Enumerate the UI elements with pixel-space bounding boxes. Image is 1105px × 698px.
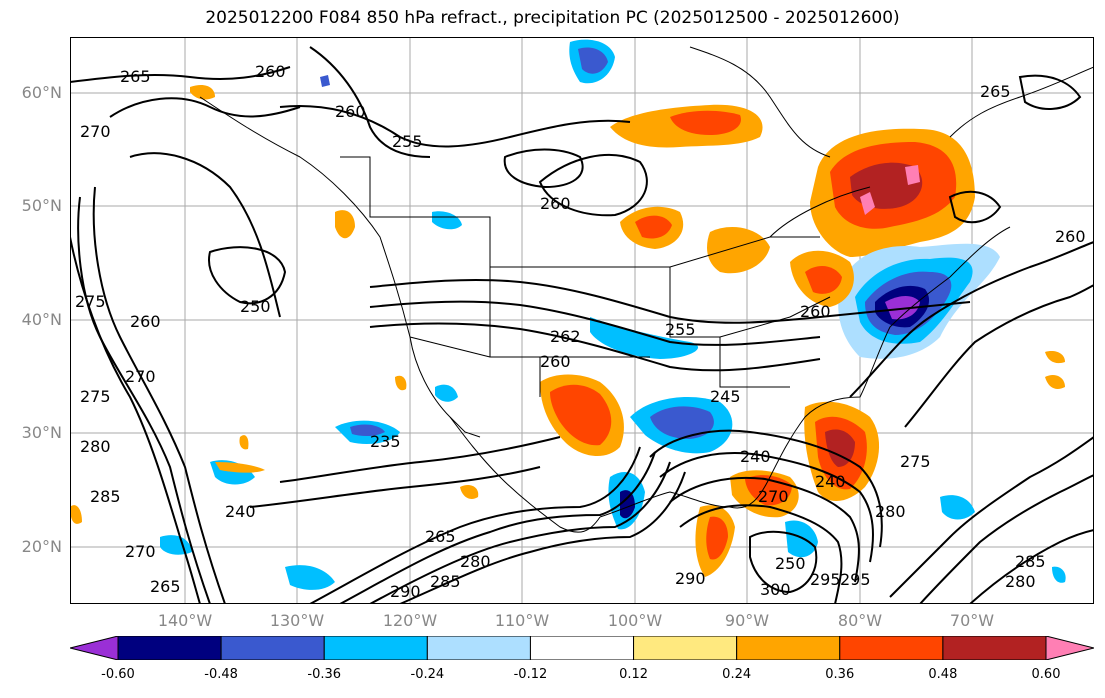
colorbar-segment [839, 636, 944, 660]
lon-label: 90°W [724, 611, 770, 630]
lon-label: 140°W [157, 611, 213, 630]
colorbar-segment [529, 636, 635, 660]
lon-label: 80°W [837, 611, 883, 630]
contour-label: 240 [225, 502, 256, 521]
colorbar-tick-label: -0.48 [204, 667, 238, 682]
contour-label: 260 [540, 194, 571, 213]
colorbar-tick-label: 0.60 [1031, 667, 1061, 682]
lat-label: 30°N [21, 423, 62, 442]
contour-label: 285 [90, 487, 121, 506]
contour-label: 285 [1015, 552, 1046, 571]
contour-label: 290 [675, 569, 706, 588]
contour-label: 262 [550, 327, 581, 346]
contour-label: 255 [665, 320, 696, 339]
colorbar-segment [323, 636, 428, 660]
contour-label: 270 [80, 122, 111, 141]
contour-label: 280 [80, 437, 111, 456]
colorbar-extend-high [1045, 636, 1094, 660]
contour-label: 235 [370, 432, 401, 451]
lat-label: 60°N [21, 83, 62, 102]
lat-label: 20°N [21, 537, 62, 556]
colorbar [70, 636, 1094, 660]
contour-label: 240 [815, 472, 846, 491]
map-plot-area: 265 260 260 270 255 260 250 260 265 255 … [70, 37, 1094, 604]
lat-label: 50°N [21, 196, 62, 215]
contour-label: 295 [810, 570, 841, 589]
colorbar-tick-label: 0.36 [825, 667, 855, 682]
colorbar-segment [942, 636, 1047, 660]
contour-label: 265 [150, 577, 181, 596]
contour-label: 265 [980, 82, 1011, 101]
contour-label-group: 265 260 260 270 255 260 250 260 265 255 … [75, 62, 1086, 601]
colorbar-tick-label: 0.24 [722, 667, 752, 682]
contour-label: 240 [740, 447, 771, 466]
contour-label: 270 [125, 367, 156, 386]
colorbar-segment [426, 636, 531, 660]
contour-label: 260 [1055, 227, 1086, 246]
colorbar-tick-label: -0.36 [307, 667, 342, 682]
colorbar-tick-label: -0.12 [513, 667, 548, 682]
contour-label: 260 [540, 352, 571, 371]
contour-label: 275 [900, 452, 931, 471]
colorbar-segment [736, 636, 841, 660]
lon-label: 70°W [949, 611, 995, 630]
contour-label: 245 [710, 387, 741, 406]
lat-label: 40°N [21, 310, 62, 329]
contour-label: 295 [840, 570, 871, 589]
lon-label: 120°W [382, 611, 438, 630]
contour-label: 280 [875, 502, 906, 521]
colorbar-segment [633, 636, 738, 660]
colorbar-segment [117, 636, 222, 660]
contour-label: 260 [800, 302, 831, 321]
contour-label: 290 [390, 582, 421, 601]
contour-label: 255 [392, 132, 423, 151]
colorbar-tick-label: 0.12 [619, 667, 649, 682]
contour-label: 260 [130, 312, 161, 331]
contour-label: 265 [120, 67, 151, 86]
contour-label: 260 [335, 102, 366, 121]
contour-label: 275 [75, 292, 106, 311]
contour-label: 280 [1005, 572, 1036, 591]
coastlines [199, 46, 1094, 533]
contour-label: 265 [425, 527, 456, 546]
lon-label: 100°W [607, 611, 663, 630]
contour-label: 260 [255, 62, 286, 81]
lon-label: 110°W [494, 611, 550, 630]
contour-label: 300 [760, 580, 791, 599]
colorbar-extend-low [70, 636, 119, 660]
contour-label: 270 [125, 542, 156, 561]
contour-label: 250 [775, 554, 806, 573]
contour-label: 285 [430, 572, 461, 591]
colorbar-tick-label: -0.60 [101, 667, 135, 682]
contour-label: 275 [80, 387, 111, 406]
map-title: 2025012200 F084 850 hPa refract., precip… [205, 8, 900, 28]
colorbar-tick-label: 0.48 [928, 667, 958, 682]
colorbar-tick-label: -0.24 [410, 667, 445, 682]
contour-label: 280 [460, 552, 491, 571]
contour-label: 250 [240, 297, 271, 316]
refractivity-contours [70, 46, 1094, 604]
contour-label: 270 [758, 487, 789, 506]
lon-label: 130°W [269, 611, 325, 630]
colorbar-segment [220, 636, 325, 660]
